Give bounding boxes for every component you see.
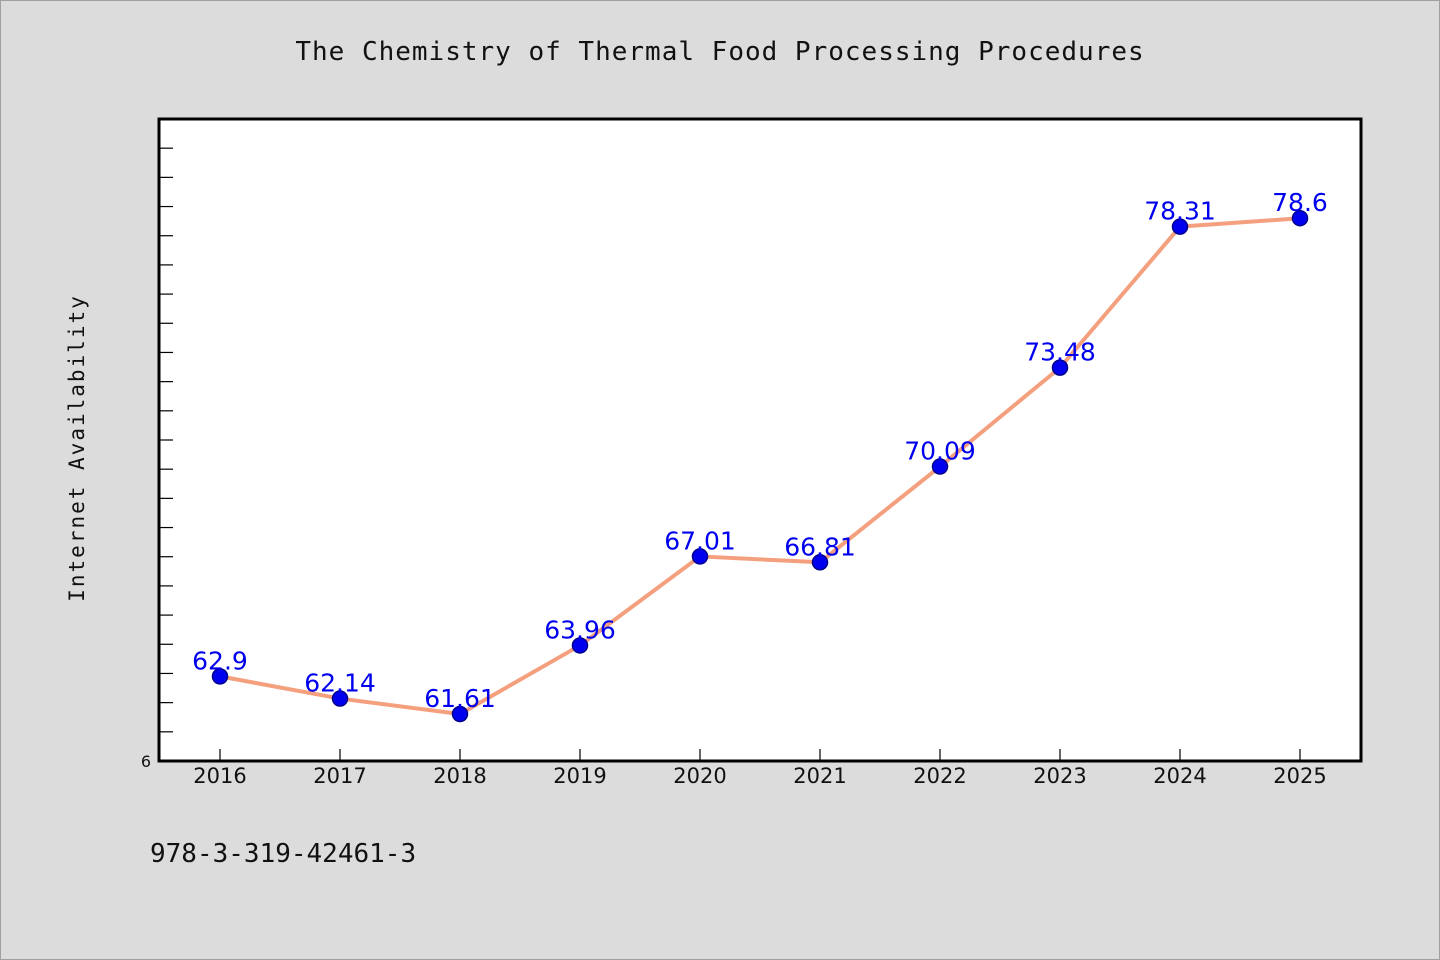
data-label: 63.96 — [544, 615, 616, 644]
y-axis-label: Internet Availability — [65, 294, 89, 602]
data-point — [571, 637, 589, 654]
series-group: 62.9 62.14 61.61 63.96 67.01 66.81 70.09 73.48 7… — [192, 188, 1328, 723]
x-axis-ticks: 2016 2017 2018 2019 2020 2021 2022 2023 2024 2025 — [193, 749, 1327, 788]
x-tick-label: 2020 — [673, 764, 726, 788]
data-label: 73.48 — [1024, 338, 1096, 367]
data-point — [1051, 359, 1069, 376]
data-label: 62.9 — [192, 646, 248, 675]
x-tick-label: 2024 — [1153, 764, 1206, 788]
data-point — [211, 668, 229, 685]
data-label: 66.81 — [784, 532, 856, 561]
data-point — [1171, 218, 1189, 235]
plot-area — [157, 117, 1363, 763]
data-point — [931, 458, 949, 475]
data-label: 70.09 — [904, 437, 976, 466]
series-line — [218, 216, 1302, 717]
data-label: 78.6 — [1272, 188, 1328, 217]
data-label: 61.61 — [424, 684, 496, 713]
y-axis-ticks: 6 — [141, 147, 173, 771]
data-label: 62.14 — [304, 669, 376, 698]
x-tick-label: 2018 — [433, 764, 486, 788]
data-point — [331, 690, 349, 707]
data-point — [691, 548, 709, 565]
x-tick-label: 2025 — [1273, 764, 1326, 788]
data-point — [451, 705, 469, 723]
x-tick-label: 2021 — [793, 764, 846, 788]
x-tick-label: 2019 — [553, 764, 606, 788]
x-tick-label: 2022 — [913, 764, 966, 788]
data-point — [811, 554, 829, 571]
isbn-text: 978-3-319-42461-3 — [150, 839, 416, 869]
data-point — [1291, 209, 1309, 227]
data-label: 78.31 — [1144, 197, 1216, 226]
y-tick-label: 6 — [141, 752, 151, 771]
chart-title: The Chemistry of Thermal Food Processing… — [295, 37, 1144, 67]
data-label: 67.01 — [664, 526, 736, 555]
x-tick-label: 2017 — [313, 764, 366, 788]
x-tick-label: 2016 — [193, 764, 246, 788]
x-tick-label: 2023 — [1033, 764, 1086, 788]
